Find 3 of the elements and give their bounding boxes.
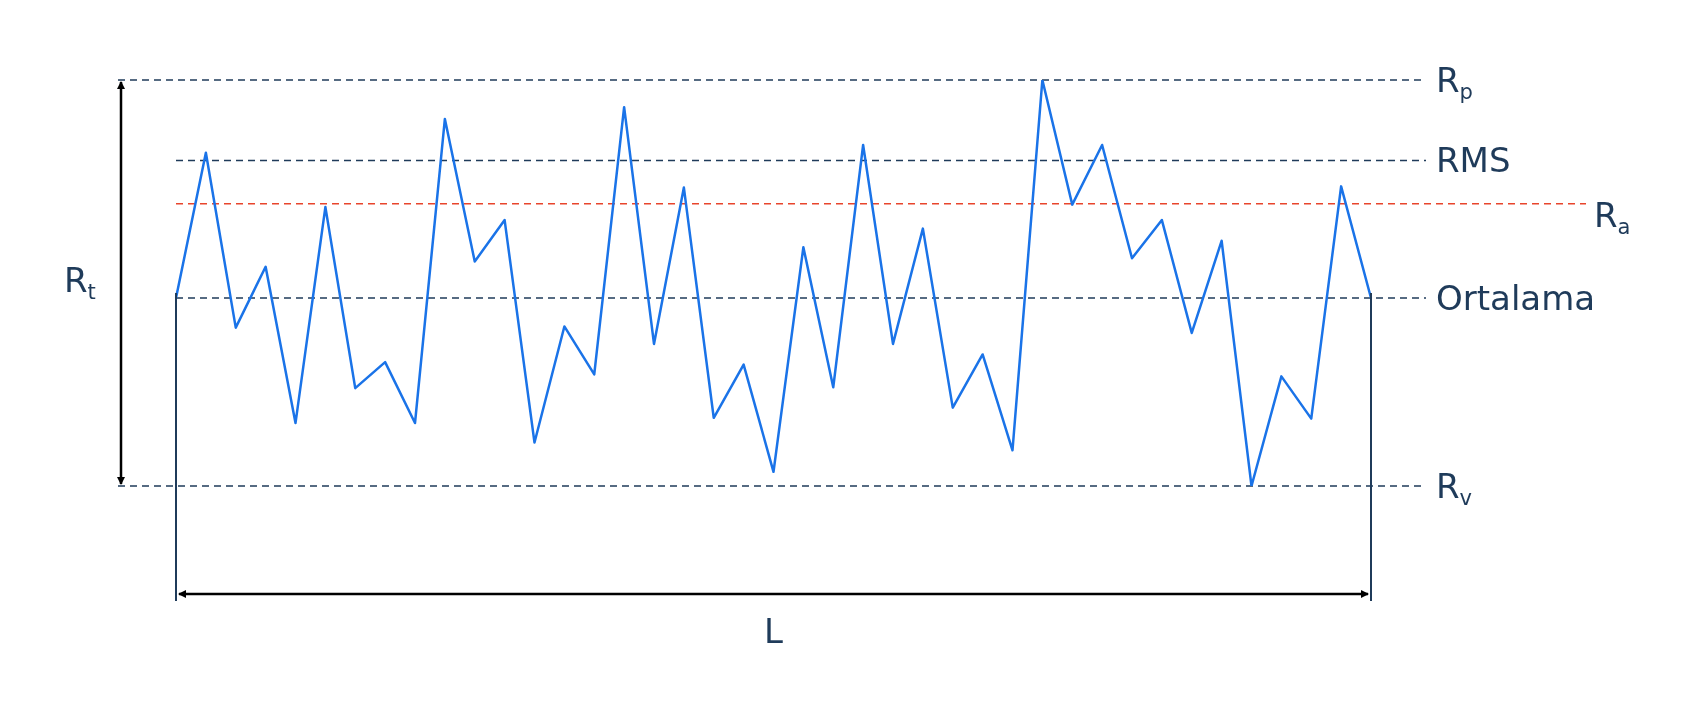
text: L — [764, 610, 784, 651]
ref-line-label: RMS — [1436, 140, 1511, 181]
ref-line-label: Ortalama — [1436, 277, 1596, 318]
